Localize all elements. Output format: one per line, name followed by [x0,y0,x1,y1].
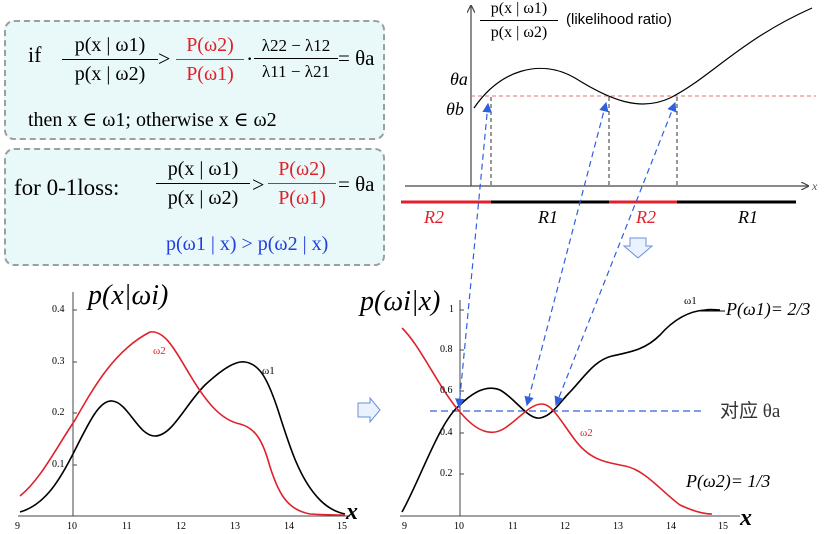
multiply-dot: · [246,46,254,71]
right-arrow-icon [357,396,381,424]
loss-numerator: λ22 − λ12 [254,36,338,59]
posterior-x-tick-15: 15 [718,521,728,532]
ratio-y-denominator: p(x | ω2) [490,24,548,41]
likelihood-y-tick-marks [73,309,77,466]
zero-one-likelihood-denominator: p(x | ω2) [167,187,239,209]
zero-one-greater-than: > [252,172,265,197]
theta-b-label: θb [446,99,464,119]
prior-numerator: P(ω2) [176,34,244,60]
zero-one-prior-numerator: P(ω2) [268,158,336,184]
likelihood-plot [18,292,350,517]
likelihood-x-axis-label: x [346,499,358,525]
posterior-x-axis-label: x [740,505,752,531]
zero-one-likelihood-fraction: p(x | ω1) p(x | ω2) [156,158,250,210]
posterior-y-tick-0.4: 0.4 [440,427,453,438]
arrow-theta-a-to-right-crossing [554,101,677,407]
posterior-x-tick-14: 14 [666,521,676,532]
likelihood-curve-w2 [19,331,346,516]
posterior-x-tick-10: 10 [454,521,464,532]
likelihood-denominator: p(x | ω2) [74,63,146,85]
ratio-y-numerator: p(x | ω1) [480,0,558,21]
zero-one-prior-fraction: P(ω2) P(ω1) [268,158,336,210]
likelihood-x-tick-10: 10 [67,521,77,532]
likelihood-numerator: p(x | ω1) [62,34,158,60]
likelihood-x-tick-14: 14 [284,521,294,532]
arrow-theta-a-to-middle-crossing [524,101,609,407]
prior-w2-label: P(ω2)= 1/3 [686,471,771,491]
likelihood-ratio-caption: (likelihood ratio) [566,11,672,28]
posterior-comparison: p(ω1 | x) > p(ω2 | x) [166,233,329,255]
threshold-annotation: 对应 θa [720,401,781,422]
if-word: if [28,42,42,67]
zero-one-loss-label: for 0-1loss: [14,175,120,200]
ratio-y-label: p(x | ω1) p(x | ω2) [480,0,558,42]
likelihood-curve-label-w2: ω2 [153,345,166,357]
posterior-curve-w2 [401,327,713,515]
likelihood-y-tick-0.4: 0.4 [52,304,65,315]
posterior-x-tick-9: 9 [402,521,407,532]
prior-w1-label: P(ω1)= 2/3 [726,299,811,319]
posterior-curve-label-w2: ω2 [580,427,593,439]
zero-one-prior-denominator: P(ω1) [278,187,326,209]
loss-denominator: λ11 − λ21 [262,62,330,81]
likelihood-ratio-fraction: p(x | ω1) p(x | ω2) [62,34,158,86]
likelihood-y-tick-0.2: 0.2 [52,407,65,418]
decision-rule-box: if p(x | ω1) p(x | ω2) > P(ω2) P(ω1) · λ… [4,20,385,140]
region-label-r2-right: R2 [636,207,656,227]
likelihood-x-tick-12: 12 [176,521,186,532]
posterior-y-tick-marks [460,309,464,475]
posterior-x-tick-13: 13 [613,521,623,532]
arrow-theta-a-to-left-crossing [455,102,492,409]
likelihood-y-tick-0.1: 0.1 [52,459,65,470]
zero-one-equals-theta: = θa [338,172,375,196]
likelihood-x-tick-13: 13 [230,521,240,532]
posterior-y-tick-1: 1 [449,304,454,315]
equals-theta-a: = θa [338,46,375,70]
greater-than-sign: > [158,46,171,71]
zero-one-likelihood-numerator: p(x | ω1) [156,158,250,184]
theta-a-label: θa [450,69,468,89]
likelihood-x-tick-11: 11 [122,521,132,532]
likelihood-curve-label-w1: ω1 [262,365,275,377]
zero-one-loss-box: for 0-1loss: p(x | ω1) p(x | ω2) > P(ω2)… [4,148,385,266]
correspondence-arrows [455,101,677,409]
down-arrow-icon [622,237,654,259]
posterior-x-tick-12: 12 [560,521,570,532]
posterior-x-tick-11: 11 [508,521,518,532]
region-label-r1-right: R1 [738,207,758,227]
loss-ratio-fraction: λ22 − λ12 λ11 − λ21 [254,36,338,82]
prior-denominator: P(ω1) [186,63,234,85]
likelihood-x-tick-9: 9 [15,521,20,532]
region-label-r1-left: R1 [538,207,558,227]
posterior-plot-title: p(ωi|x) [360,286,441,317]
posterior-y-tick-0.2: 0.2 [440,468,453,479]
likelihood-x-tick-15: 15 [337,521,347,532]
ratio-x-axis-label: x [812,179,818,193]
likelihood-plot-title: p(x|ωi) [88,280,169,311]
posterior-y-tick-0.8: 0.8 [440,344,453,355]
then-otherwise-line: then x ∈ ω1; otherwise x ∈ ω2 [28,109,277,131]
posterior-curve-label-w1: ω1 [684,295,697,307]
region-label-r2-left: R2 [424,207,444,227]
likelihood-y-tick-0.3: 0.3 [52,356,65,367]
posterior-y-tick-0.6: 0.6 [440,385,453,396]
prior-ratio-fraction: P(ω2) P(ω1) [176,34,244,86]
region-boundary-lines [490,97,678,186]
likelihood-curve-w1 [19,361,346,515]
